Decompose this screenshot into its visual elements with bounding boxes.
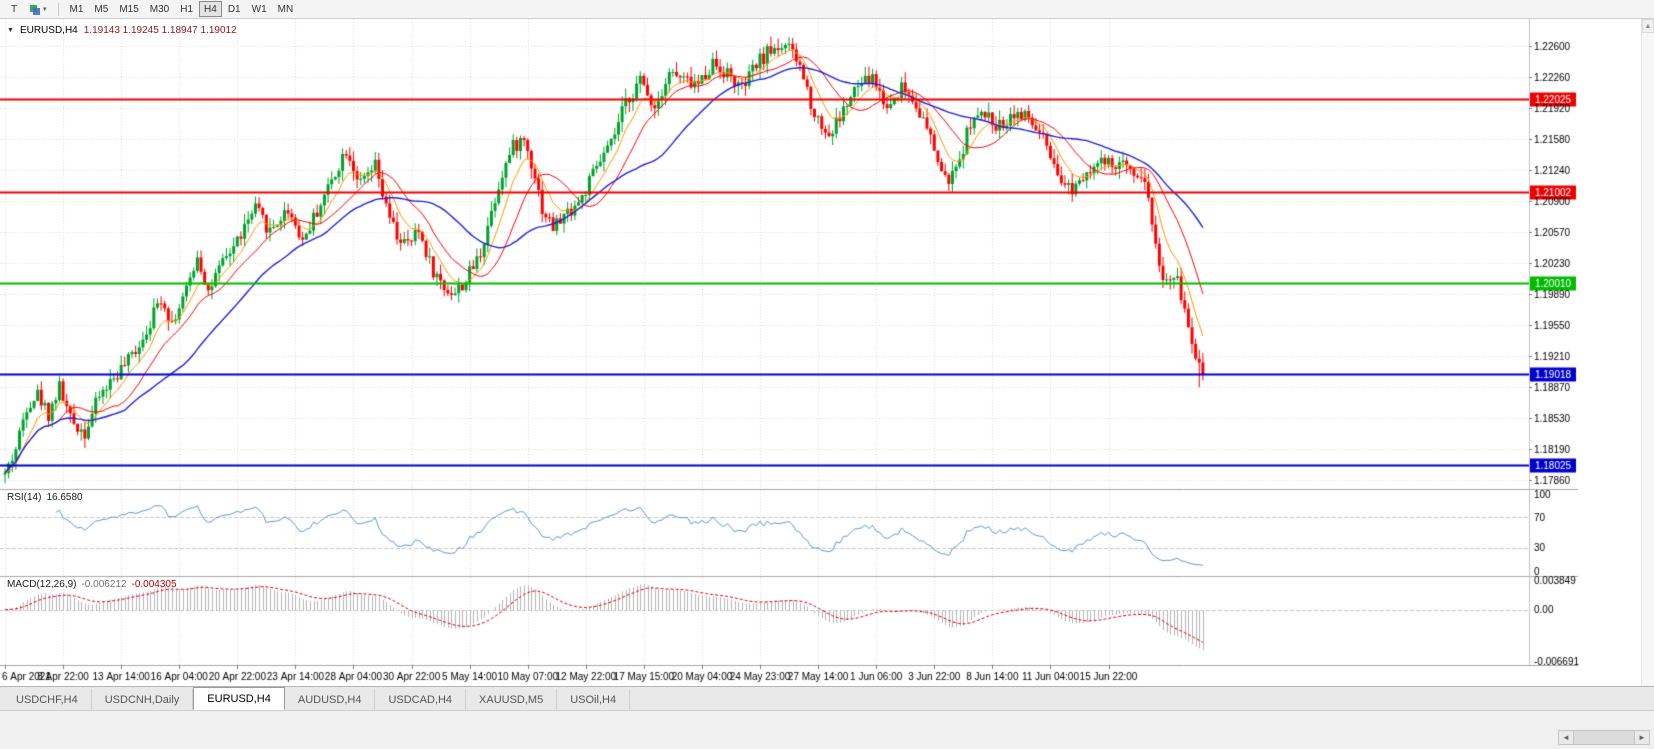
toolbar: T ▾ M1 M5 M15 M30 H1 H4 D1 W1 MN xyxy=(0,0,1654,19)
macd-indicator-label: MACD(12,26,9) -0.006212 -0.004305 xyxy=(7,579,177,590)
timeframe-button-mn[interactable]: MN xyxy=(273,1,299,17)
scrollbar-thumb[interactable] xyxy=(1574,730,1634,745)
timeframe-button-h4[interactable]: H4 xyxy=(199,1,222,17)
timeframe-button-d1[interactable]: D1 xyxy=(223,1,246,17)
macd-main-value: -0.006212 xyxy=(81,579,127,590)
scroll-right-button[interactable]: ► xyxy=(1634,730,1650,745)
scroll-left-button[interactable]: ◄ xyxy=(1558,730,1574,745)
timeframe-button-m30[interactable]: M30 xyxy=(145,1,174,17)
timeframe-button-h1[interactable]: H1 xyxy=(175,1,198,17)
chart-tab-usdcad-h4[interactable]: USDCAD,H4 xyxy=(375,689,467,710)
symbol-period-label: EURUSD,H4 xyxy=(19,25,78,36)
chart-title: ▼ EURUSD,H4 1.19143 1.19245 1.18947 1.19… xyxy=(7,25,237,36)
timeframe-button-m1[interactable]: M1 xyxy=(65,1,89,17)
chart-tab-audusd-h4[interactable]: AUDUSD,H4 xyxy=(285,689,376,710)
vertical-scrollbar[interactable]: ▲ xyxy=(1641,19,1654,686)
caret-down-icon: ▾ xyxy=(43,5,47,13)
rsi-value: 16.6580 xyxy=(46,492,83,503)
chart-tab-usoil-h4[interactable]: USOil,H4 xyxy=(557,689,631,710)
timeframe-button-m15[interactable]: M15 xyxy=(114,1,143,17)
chart-tab-usdchf-h4[interactable]: USDCHF,H4 xyxy=(3,689,92,710)
timeframe-toolbar: M1 M5 M15 M30 H1 H4 D1 W1 MN xyxy=(65,1,299,17)
chart-canvas[interactable] xyxy=(0,19,1654,686)
ohlc-values: 1.19143 1.19245 1.18947 1.19012 xyxy=(83,25,237,36)
chart-tabbar: USDCHF,H4 USDCNH,Daily EURUSD,H4 AUDUSD,H4 U… xyxy=(0,686,1654,710)
chart-tab-usdcnh-daily[interactable]: USDCNH,Daily xyxy=(92,689,194,710)
rsi-indicator-label: RSI(14) 16.6580 xyxy=(7,492,83,503)
scroll-up-button[interactable]: ▲ xyxy=(1642,19,1654,33)
rsi-name: RSI(14) xyxy=(7,492,42,503)
horizontal-scrollbar[interactable]: ◄ ► xyxy=(1558,730,1650,745)
chart-tab-xauusd-m5[interactable]: XAUUSD,M5 xyxy=(466,689,558,710)
timeframe-button-m5[interactable]: M5 xyxy=(89,1,113,17)
pointer-tool-button[interactable]: T xyxy=(4,1,24,17)
toolbar-separator xyxy=(57,2,59,16)
chart-tab-eurusd-h4[interactable]: EURUSD,H4 xyxy=(193,687,285,710)
macd-name: MACD(12,26,9) xyxy=(7,579,77,590)
timeframe-button-w1[interactable]: W1 xyxy=(247,1,272,17)
templates-button[interactable]: ▾ xyxy=(25,1,52,17)
chart-window: ▼ EURUSD,H4 1.19143 1.19245 1.18947 1.19… xyxy=(0,19,1654,686)
symbol-marker-icon[interactable]: ▼ xyxy=(7,27,14,34)
template-icon xyxy=(30,4,41,15)
status-bar: ◄ ► xyxy=(0,710,1654,749)
macd-signal-value: -0.004305 xyxy=(131,579,177,590)
